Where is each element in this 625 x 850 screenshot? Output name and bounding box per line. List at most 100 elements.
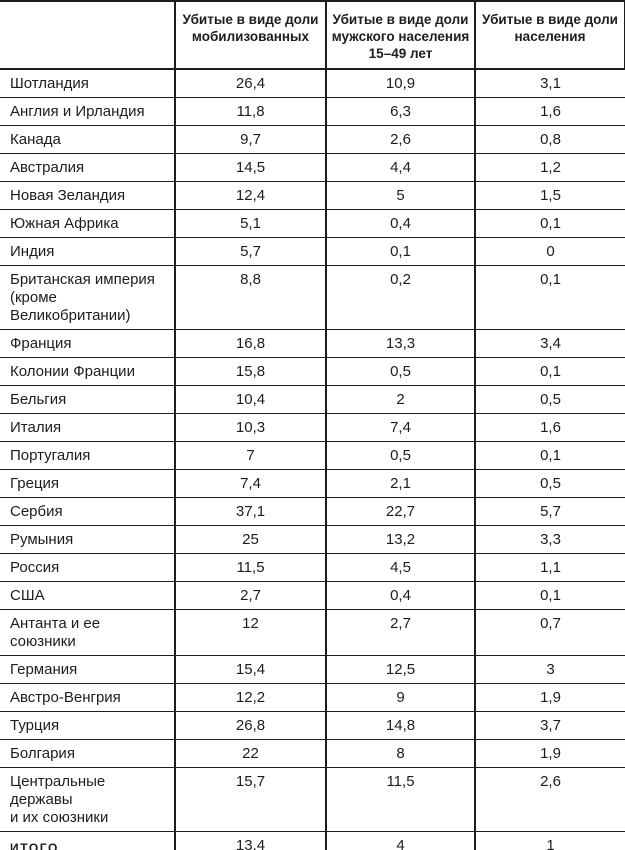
value-share-of-population: 0,8 <box>474 125 625 154</box>
value-share-of-male-population: 12,5 <box>325 655 475 684</box>
table-row: Сербия 37,1 22,7 5,7 <box>0 497 625 526</box>
header-col-share-of-population: Убитые в виде доли населения <box>474 1 625 70</box>
value-share-of-mobilized: 7,4 <box>174 469 326 498</box>
value-share-of-male-population: 0,5 <box>325 441 475 470</box>
value-share-of-male-population: 11,5 <box>325 767 475 832</box>
table-row: Колонии Франции 15,8 0,5 0,1 <box>0 357 625 386</box>
value-share-of-male-population: 4,5 <box>325 553 475 582</box>
row-country-label: Россия <box>0 553 175 582</box>
row-country-label: Канада <box>0 125 175 154</box>
value-share-of-population: 0,5 <box>474 469 625 498</box>
value-share-of-male-population: 0,2 <box>325 265 475 330</box>
table-row: Франция 16,8 13,3 3,4 <box>0 329 625 358</box>
value-share-of-mobilized: 15,8 <box>174 357 326 386</box>
row-country-label: Новая Зеландия <box>0 181 175 210</box>
value-share-of-male-population: 9 <box>325 683 475 712</box>
value-share-of-male-population: 6,3 <box>325 97 475 126</box>
value-share-of-mobilized: 7 <box>174 441 326 470</box>
value-share-of-mobilized: 22 <box>174 739 326 768</box>
value-share-of-mobilized: 10,3 <box>174 413 326 442</box>
value-share-of-population: 0,1 <box>474 581 625 610</box>
row-country-label: Франция <box>0 329 175 358</box>
value-share-of-population: 1,5 <box>474 181 625 210</box>
row-country-label: Индия <box>0 237 175 266</box>
table-row: Австро-Венгрия 12,2 9 1,9 <box>0 683 625 712</box>
value-share-of-mobilized: 15,7 <box>174 767 326 832</box>
value-share-of-male-population: 0,5 <box>325 357 475 386</box>
value-share-of-mobilized: 12,4 <box>174 181 326 210</box>
value-share-of-male-population: 10,9 <box>325 69 475 98</box>
value-share-of-population: 3,1 <box>474 69 625 98</box>
row-country-label: Румыния <box>0 525 175 554</box>
value-share-of-population: 0,1 <box>474 357 625 386</box>
row-country-label: Болгария <box>0 739 175 768</box>
value-share-of-male-population: 0,4 <box>325 209 475 238</box>
value-share-of-population: 0,1 <box>474 441 625 470</box>
row-country-label: Центральные державы и их союзники <box>0 767 175 832</box>
value-share-of-male-population: 13,2 <box>325 525 475 554</box>
value-share-of-mobilized: 9,7 <box>174 125 326 154</box>
table-row: Канада 9,7 2,6 0,8 <box>0 125 625 154</box>
value-share-of-male-population: 2 <box>325 385 475 414</box>
table-row: Шотландия 26,4 10,9 3,1 <box>0 69 625 98</box>
header-col-share-of-mobilized: Убитые в виде доли мобилизованных <box>174 1 326 70</box>
table-body: Шотландия 26,4 10,9 3,1 Англия и Ирланди… <box>0 69 625 850</box>
row-country-label: Антанта и ее союзники <box>0 609 175 656</box>
value-share-of-male-population: 13,3 <box>325 329 475 358</box>
value-share-of-mobilized: 11,8 <box>174 97 326 126</box>
value-share-of-mobilized: 2,7 <box>174 581 326 610</box>
value-share-of-male-population: 14,8 <box>325 711 475 740</box>
table-row: Россия 11,5 4,5 1,1 <box>0 553 625 582</box>
value-share-of-population: 1,6 <box>474 413 625 442</box>
row-country-label: Англия и Ирландия <box>0 97 175 126</box>
value-share-of-male-population: 2,7 <box>325 609 475 656</box>
table-row: Англия и Ирландия 11,8 6,3 1,6 <box>0 97 625 126</box>
row-country-label: Южная Африка <box>0 209 175 238</box>
row-country-label: Сербия <box>0 497 175 526</box>
value-share-of-mobilized: 15,4 <box>174 655 326 684</box>
value-share-of-population: 2,6 <box>474 767 625 832</box>
value-share-of-mobilized: 12,2 <box>174 683 326 712</box>
value-share-of-male-population: 7,4 <box>325 413 475 442</box>
value-share-of-mobilized: 10,4 <box>174 385 326 414</box>
table-row: Румыния 25 13,2 3,3 <box>0 525 625 554</box>
table-row: Антанта и ее союзники 12 2,7 0,7 <box>0 609 625 656</box>
value-share-of-mobilized: 14,5 <box>174 153 326 182</box>
value-share-of-population: 3,4 <box>474 329 625 358</box>
table-row: ИТОГО 13,4 4 1 <box>0 831 625 850</box>
row-country-label: Бельгия <box>0 385 175 414</box>
value-share-of-population: 3,7 <box>474 711 625 740</box>
row-country-label: Австралия <box>0 153 175 182</box>
value-share-of-male-population: 0,1 <box>325 237 475 266</box>
row-country-label: Греция <box>0 469 175 498</box>
table-row: США 2,7 0,4 0,1 <box>0 581 625 610</box>
value-share-of-mobilized: 5,7 <box>174 237 326 266</box>
value-share-of-population: 1,1 <box>474 553 625 582</box>
table-row: Южная Африка 5,1 0,4 0,1 <box>0 209 625 238</box>
value-share-of-population: 1,2 <box>474 153 625 182</box>
header-row: Убитые в виде доли мобилизованных Убитые… <box>0 1 625 70</box>
table-row: Турция 26,8 14,8 3,7 <box>0 711 625 740</box>
value-share-of-population: 0,1 <box>474 265 625 330</box>
row-country-label: Германия <box>0 655 175 684</box>
row-country-label: США <box>0 581 175 610</box>
value-share-of-population: 5,7 <box>474 497 625 526</box>
row-country-label: Шотландия <box>0 69 175 98</box>
header-col-share-of-male-population: Убитые в виде доли мужского населения 15… <box>325 1 475 70</box>
value-share-of-male-population: 5 <box>325 181 475 210</box>
value-share-of-male-population: 2,6 <box>325 125 475 154</box>
value-share-of-population: 3 <box>474 655 625 684</box>
row-country-label: Италия <box>0 413 175 442</box>
value-share-of-population: 1 <box>474 831 625 850</box>
row-country-label: Колонии Франции <box>0 357 175 386</box>
value-share-of-male-population: 2,1 <box>325 469 475 498</box>
value-share-of-population: 0,1 <box>474 209 625 238</box>
value-share-of-mobilized: 8,8 <box>174 265 326 330</box>
value-share-of-mobilized: 5,1 <box>174 209 326 238</box>
table-row: Португалия 7 0,5 0,1 <box>0 441 625 470</box>
value-share-of-male-population: 0,4 <box>325 581 475 610</box>
value-share-of-population: 3,3 <box>474 525 625 554</box>
value-share-of-population: 1,9 <box>474 739 625 768</box>
table-row: Греция 7,4 2,1 0,5 <box>0 469 625 498</box>
